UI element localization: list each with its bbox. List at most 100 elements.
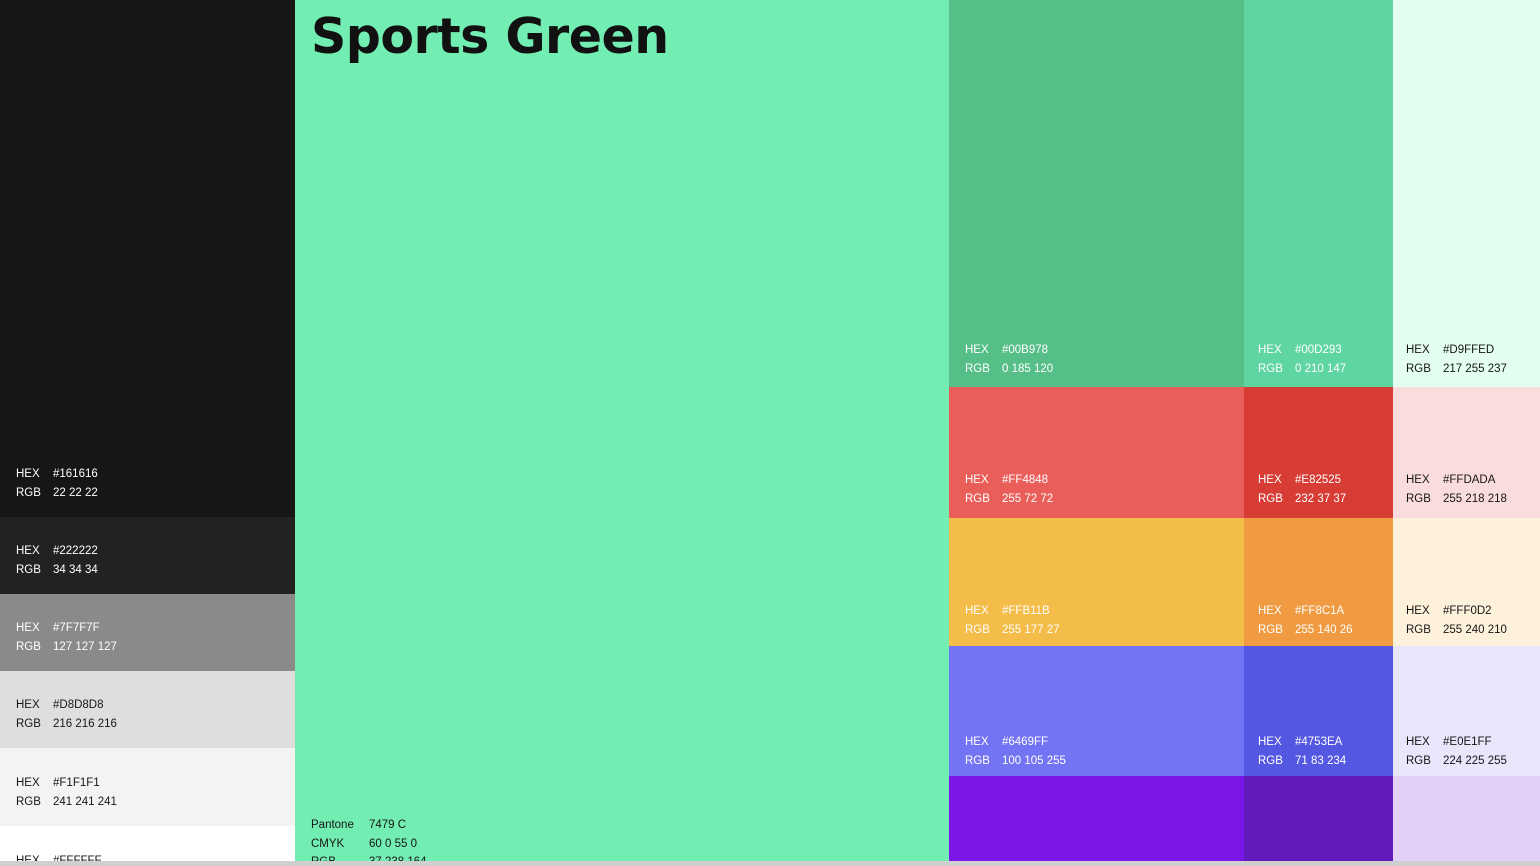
rgb-value: 127 127 127 — [53, 640, 117, 653]
rgb-label: RGB — [1258, 623, 1283, 636]
hex-label: HEX — [16, 699, 40, 711]
rgb-value: 255 218 218 — [1443, 492, 1507, 505]
swatch-neutral-161616: HEX #161616 RGB 22 22 22 — [0, 0, 295, 517]
swatch-blue-e0e1ff: HEX #E0E1FF RGB 224 225 255 — [1393, 646, 1540, 776]
rgb-label: RGB — [16, 486, 41, 499]
swatch-info: HEX #F1F1F1 RGB 241 241 241 — [16, 774, 117, 811]
swatch-red-ffdada: HEX #FFDADA RGB 255 218 218 — [1393, 387, 1540, 518]
rgb-label: RGB — [16, 563, 41, 576]
rgb-label: RGB — [1258, 754, 1283, 767]
hex-value: #FFB11B — [1002, 605, 1050, 617]
rgb-value: 71 83 234 — [1295, 754, 1347, 767]
hex-value: #E0E1FF — [1443, 736, 1492, 748]
swatch-green-00d293: HEX #00D293 RGB 0 210 147 — [1244, 0, 1393, 387]
hex-value: #FF4848 — [1002, 474, 1049, 486]
rgb-value: 217 255 237 — [1443, 362, 1507, 375]
rgb-label: RGB — [1406, 492, 1431, 505]
hex-value: #FFDADA — [1443, 474, 1496, 486]
swatch-info: HEX #4753EA RGB 71 83 234 — [1258, 733, 1346, 770]
swatch-primary-sports-green: Sports Green Pantone 7479 C CMYK 60 0 55 0… — [295, 0, 949, 866]
hex-value: #7F7F7F — [53, 622, 100, 634]
rgb-label: RGB — [16, 640, 41, 653]
swatch-info: HEX #222222 RGB 34 34 34 — [16, 542, 98, 579]
swatch-neutral-7f7f7f: HEX #7F7F7F RGB 127 127 127 — [0, 594, 295, 671]
swatch-info: HEX #D8D8D8 RGB 216 216 216 — [16, 696, 117, 733]
rgb-value: 255 177 27 — [1002, 623, 1060, 636]
hex-value: #D8D8D8 — [53, 699, 104, 711]
swatch-info: HEX #E0E1FF RGB 224 225 255 — [1406, 733, 1507, 770]
hex-value: #F1F1F1 — [53, 777, 100, 789]
rgb-label: RGB — [1258, 362, 1283, 375]
hex-label: HEX — [16, 777, 40, 789]
swatch-red-ff4848: HEX #FF4848 RGB 255 72 72 — [949, 387, 1244, 518]
swatch-blue-6469ff: HEX #6469FF RGB 100 105 255 — [949, 646, 1244, 776]
hex-label: HEX — [965, 474, 989, 486]
hex-value: #00B978 — [1002, 344, 1049, 356]
rgb-label: RGB — [16, 795, 41, 808]
swatch-green-d9ffed: HEX #D9FFED RGB 217 255 237 — [1393, 0, 1540, 387]
swatch-info: HEX #00B978 RGB 0 185 120 — [965, 341, 1053, 378]
swatch-green-00b978: HEX #00B978 RGB 0 185 120 — [949, 0, 1244, 387]
hex-label: HEX — [1258, 605, 1282, 617]
hex-label: HEX — [16, 852, 53, 866]
swatch-info: HEX #FFB11B RGB 255 177 27 — [965, 602, 1060, 639]
hex-value: #D9FFED — [1443, 344, 1495, 356]
rgb-label: RGB — [1258, 492, 1283, 505]
swatch-info: HEX #FF8C1A RGB 255 140 26 — [1258, 602, 1353, 639]
swatch-purple-1 — [949, 776, 1244, 866]
swatch-info: HEX #E82525 RGB 232 37 37 — [1258, 471, 1346, 508]
hex-label: HEX — [965, 344, 989, 356]
swatch-info: HEX #7F7F7F RGB 127 127 127 — [16, 619, 117, 656]
swatch-info: HEX #161616 RGB 22 22 22 — [16, 465, 98, 502]
swatch-info: HEX #FFF0D2 RGB 255 240 210 — [1406, 602, 1507, 639]
rgb-label: RGB — [1406, 623, 1431, 636]
rgb-value: 0 185 120 — [1002, 362, 1054, 375]
hex-value: #4753EA — [1295, 736, 1343, 748]
swatch-info: HEX #00D293 RGB 0 210 147 — [1258, 341, 1346, 378]
hex-label: HEX — [965, 605, 989, 617]
page-title: Sports Green — [311, 8, 669, 65]
rgb-value: 216 216 216 — [53, 717, 117, 730]
cmyk-value: 60 0 55 0 — [369, 837, 417, 850]
rgb-value: 241 241 241 — [53, 795, 117, 808]
swatch-blue-4753ea: HEX #4753EA RGB 71 83 234 — [1244, 646, 1393, 776]
hex-value: #E82525 — [1295, 474, 1342, 486]
hex-value: #FFFFFF — [53, 855, 102, 866]
rgb-value: 0 210 147 — [1295, 362, 1347, 375]
swatch-neutral-d8d8d8: HEX #D8D8D8 RGB 216 216 216 — [0, 671, 295, 748]
hex-label: HEX — [1406, 344, 1430, 356]
hex-value: #6469FF — [1002, 736, 1049, 748]
swatch-neutral-f1f1f1: HEX #F1F1F1 RGB 241 241 241 — [0, 748, 295, 826]
swatch-purple-2 — [1244, 776, 1393, 866]
swatch-info: HEX #D9FFED RGB 217 255 237 — [1406, 341, 1507, 378]
rgb-label: RGB — [965, 362, 990, 375]
rgb-value: 100 105 255 — [1002, 754, 1066, 767]
swatch-orange-ff8c1a: HEX #FF8C1A RGB 255 140 26 — [1244, 518, 1393, 646]
rgb-value: 255 240 210 — [1443, 623, 1507, 636]
hex-label: HEX — [16, 545, 40, 557]
swatch-red-e82525: HEX #E82525 RGB 232 37 37 — [1244, 387, 1393, 518]
swatch-info: HEX#FFFFFF — [16, 852, 102, 866]
rgb-value: 232 37 37 — [1295, 492, 1347, 505]
rgb-label: RGB — [965, 623, 990, 636]
swatch-orange-fff0d2: HEX #FFF0D2 RGB 255 240 210 — [1393, 518, 1540, 646]
hex-value: #00D293 — [1295, 344, 1342, 356]
rgb-label: RGB — [16, 717, 41, 730]
hex-label: HEX — [965, 736, 989, 748]
swatch-neutral-ffffff: HEX#FFFFFF — [0, 826, 295, 866]
bottom-edge-divider — [0, 861, 1540, 866]
rgb-value: 34 34 34 — [53, 563, 98, 576]
swatch-info: HEX #FF4848 RGB 255 72 72 — [965, 471, 1053, 508]
rgb-value: 22 22 22 — [53, 486, 98, 499]
rgb-label: RGB — [965, 492, 990, 505]
hex-label: HEX — [16, 468, 40, 480]
swatch-info: HEX #6469FF RGB 100 105 255 — [965, 733, 1066, 770]
pantone-value: 7479 C — [369, 819, 407, 831]
swatch-orange-ffb11b: HEX #FFB11B RGB 255 177 27 — [949, 518, 1244, 646]
hex-value: #161616 — [53, 468, 98, 480]
hex-label: HEX — [1406, 736, 1430, 748]
swatch-purple-3 — [1393, 776, 1540, 866]
hex-label: HEX — [1258, 474, 1282, 486]
swatch-neutral-222222: HEX #222222 RGB 34 34 34 — [0, 517, 295, 594]
